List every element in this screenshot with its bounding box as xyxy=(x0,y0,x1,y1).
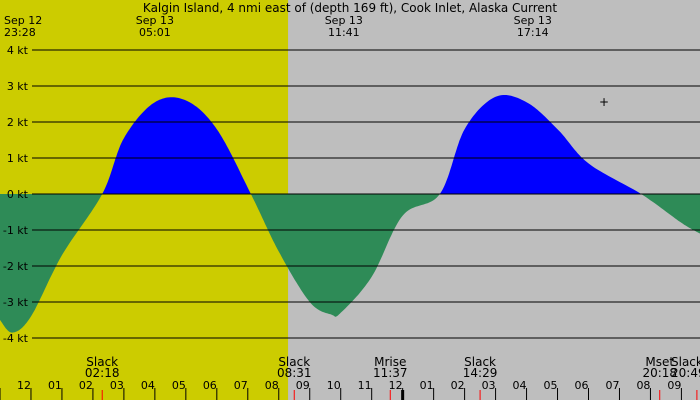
hour-tick-label: 06 xyxy=(203,379,217,392)
midnight-marker xyxy=(401,390,405,400)
y-tick-label: 2 kt xyxy=(7,116,29,129)
y-tick-label: 4 kt xyxy=(7,44,29,57)
event-time-label: 02:18 xyxy=(85,366,120,380)
flood-area xyxy=(102,97,251,194)
hour-tick-label: 06 xyxy=(574,379,588,392)
y-tick-label: -1 kt xyxy=(3,224,29,237)
cursor-plus-marker: + xyxy=(599,95,609,109)
y-tick-label: -3 kt xyxy=(3,296,29,309)
top-time-label: 11:41 xyxy=(328,26,360,39)
y-tick-label: 1 kt xyxy=(7,152,29,165)
event-name-label: Slack xyxy=(86,355,118,369)
chart-title: Kalgin Island, 4 nmi east of (depth 169 … xyxy=(143,1,557,15)
top-time-label: 23:28 xyxy=(4,26,36,39)
top-date-label: Sep 13 xyxy=(325,14,363,27)
hour-tick-label: 04 xyxy=(513,379,527,392)
y-tick-label: 3 kt xyxy=(7,80,29,93)
top-time-label: 17:14 xyxy=(517,26,549,39)
top-date-label: Sep 13 xyxy=(514,14,552,27)
event-name-label: Slack xyxy=(671,355,700,369)
top-date-label: Sep 13 xyxy=(136,14,174,27)
event-time-label: 20:18 xyxy=(642,366,677,380)
hour-tick-label: 02 xyxy=(79,379,93,392)
hour-tick-label: 05 xyxy=(172,379,186,392)
event-name-label: Mrise xyxy=(374,355,406,369)
event-time-label: 11:37 xyxy=(373,366,408,380)
y-tick-label: -4 kt xyxy=(3,332,29,345)
hour-tick-label: 10 xyxy=(327,379,341,392)
event-name-label: Mset xyxy=(645,355,674,369)
hour-tick-label: 03 xyxy=(482,379,496,392)
current-areas xyxy=(0,95,700,333)
event-time-label: 14:29 xyxy=(463,366,498,380)
hour-tick-label: 07 xyxy=(234,379,248,392)
event-name-label: Slack xyxy=(278,355,310,369)
hour-tick-label: 05 xyxy=(544,379,558,392)
event-labels: Slack02:18Slack08:31Mrise11:37Slack14:29… xyxy=(85,355,700,380)
flood-area xyxy=(439,95,642,194)
hour-tick-label: 02 xyxy=(451,379,465,392)
grid-lines xyxy=(32,49,700,339)
hour-tick-label: 07 xyxy=(605,379,619,392)
hour-tick-label: 08 xyxy=(636,379,650,392)
hour-tick-label: 01 xyxy=(48,379,62,392)
ebb-area xyxy=(250,194,440,317)
hour-tick-label: 08 xyxy=(265,379,279,392)
hour-tick-label: 09 xyxy=(296,379,310,392)
y-tick-label: -2 kt xyxy=(3,260,29,273)
top-time-label: 05:01 xyxy=(139,26,171,39)
hour-tick-label: 11 xyxy=(358,379,372,392)
hour-tick-label: 01 xyxy=(420,379,434,392)
hour-tick-label: 12 xyxy=(389,379,403,392)
x-axis-hour-ticks: 1112010203040506070809101112010203040506… xyxy=(0,379,698,400)
y-axis-ticks: 4 kt 3 kt 2 kt 1 kt 0 kt -1 kt -2 kt -3 kt -4 kt xyxy=(3,44,29,345)
hour-tick-label: 12 xyxy=(17,379,31,392)
y-tick-label: 0 kt xyxy=(7,188,29,201)
hour-tick-label: 04 xyxy=(141,379,155,392)
hour-tick-label: 03 xyxy=(110,379,124,392)
ebb-area xyxy=(0,194,103,333)
top-date-label: Sep 12 xyxy=(4,14,42,27)
ebb-area xyxy=(641,194,700,234)
event-time-label: 20:49 xyxy=(671,366,700,380)
hour-tick-label: 09 xyxy=(667,379,681,392)
event-time-label: 08:31 xyxy=(277,366,312,380)
event-name-label: Slack xyxy=(464,355,496,369)
